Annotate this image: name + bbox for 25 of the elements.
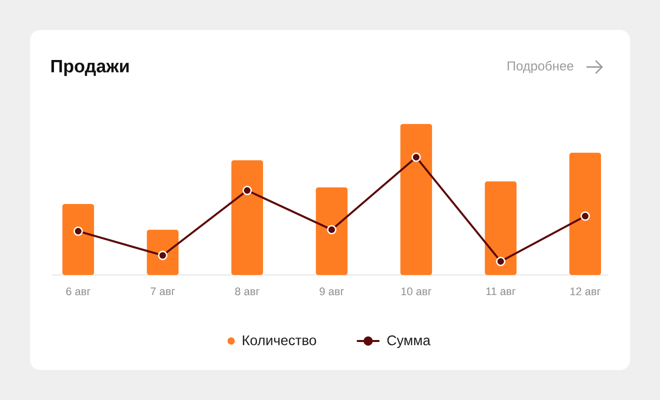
x-tick-label: 7 авг: [150, 288, 175, 296]
x-tick-label: 8 авг: [235, 288, 260, 296]
chart-title: Продажи: [51, 60, 129, 76]
x-tick-label: 12 авг: [570, 288, 600, 296]
legend-label: Сумма: [387, 335, 430, 348]
point: [158, 250, 168, 260]
point: [580, 211, 590, 221]
point: [326, 225, 336, 234]
bar: [62, 204, 94, 275]
bar: [231, 160, 264, 275]
bar: [400, 124, 432, 275]
point: [411, 152, 421, 162]
bar: [316, 187, 348, 275]
text: Подробнее: [508, 60, 574, 74]
point: [496, 256, 506, 266]
x-tick-label: 11 авг: [486, 288, 516, 296]
bar: [146, 230, 179, 275]
legend-label: Количество: [242, 335, 316, 346]
x-tick-label: 9 авг: [320, 288, 344, 296]
x-tick-label: 6 авг: [66, 288, 90, 296]
bar: [569, 152, 602, 275]
x-tick-label: 10 авг: [401, 288, 432, 296]
point: [73, 226, 83, 236]
point: [242, 186, 252, 196]
bar: [484, 181, 517, 275]
